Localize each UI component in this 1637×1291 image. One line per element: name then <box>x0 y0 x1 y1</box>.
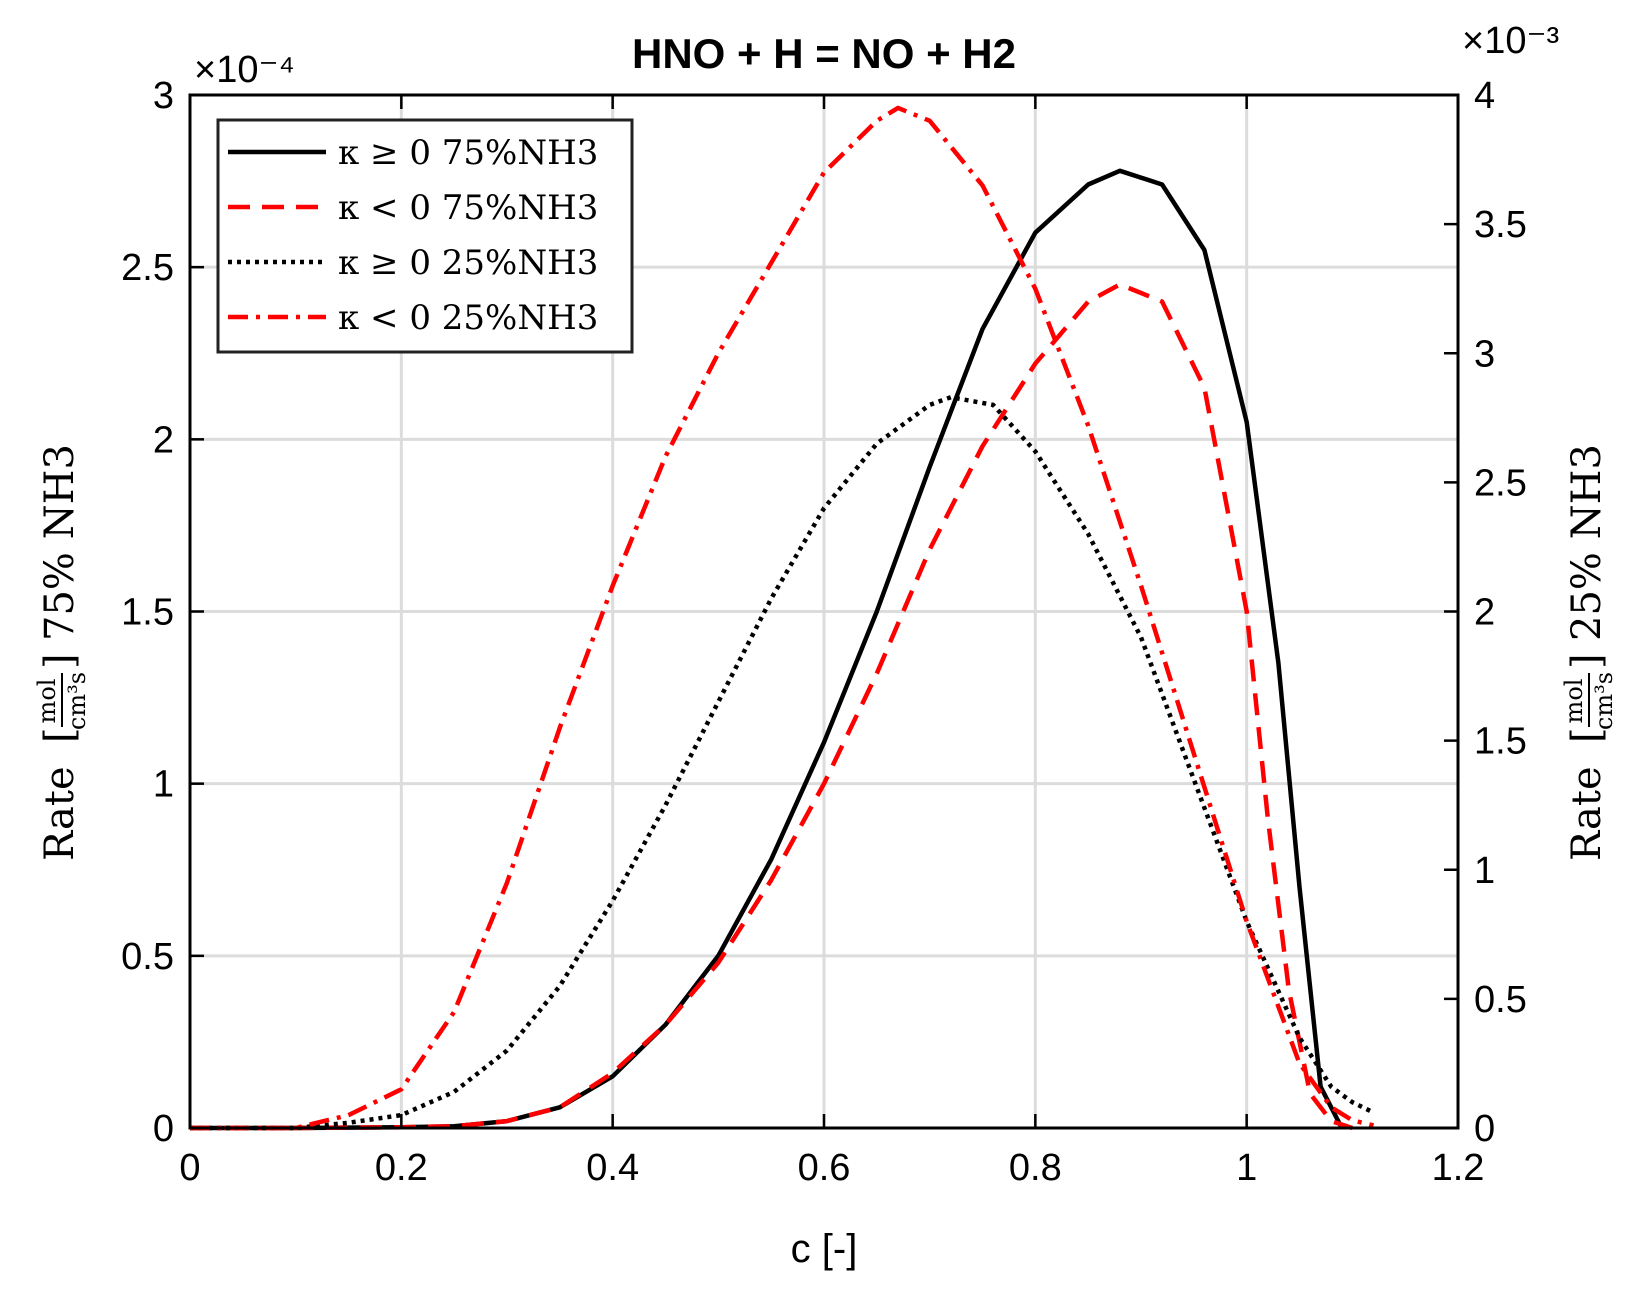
y-right-tick-label-3: 1.5 <box>1474 721 1527 763</box>
series-line-1 <box>190 282 1353 1131</box>
x-tick-label-6: 1.2 <box>1432 1147 1485 1189</box>
y-right-tick-label-6: 3 <box>1474 333 1495 375</box>
y-right-tick-label-0: 0 <box>1474 1108 1495 1150</box>
y-left-label-bracket-close: ] <box>37 653 83 669</box>
y-left-unit-num: mol <box>33 679 61 724</box>
y-right-label-case: 25% NH3 <box>1564 444 1610 641</box>
y-left-tick-label-0: 0 <box>153 1108 174 1150</box>
y-left-tick-label-2: 1 <box>153 764 174 806</box>
x-tick-label-3: 0.6 <box>798 1147 851 1189</box>
x-tick-label-1: 0.2 <box>375 1147 428 1189</box>
ticks: 0 0.2 0.4 0.6 0.8 1 1.200.511.522.5300.511.522… <box>121 75 1527 1189</box>
legend-label-0: κ ≥ 0 75%NH3 <box>338 133 598 173</box>
y-left-label-case: 75% NH3 <box>37 444 83 641</box>
x-tick-label-2: 0.4 <box>586 1147 639 1189</box>
legend: κ ≥ 0 75%NH3 κ < 0 75%NH3 κ ≥ 0 25%NH3 κ < … <box>216 118 634 354</box>
chart-title: HNO + H = NO + H2 <box>632 30 1016 77</box>
y-left-label-bracket-open: [ <box>37 727 83 743</box>
y-right-label-bracket-open: [ <box>1564 727 1610 743</box>
x-tick-label-5: 1 <box>1236 1147 1257 1189</box>
right-axis-exponent: ×10⁻³ <box>1462 20 1559 62</box>
y-axis-left-label: Rate [ mol cm³s ] 75% NH3 <box>33 444 91 861</box>
x-axis-label: c [-] <box>791 1227 858 1271</box>
y-right-tick-label-2: 1 <box>1474 850 1495 892</box>
y-right-label-rate: Rate <box>1564 766 1610 861</box>
y-axis-right-label: Rate [ mol cm³s ] 25% NH3 <box>1560 444 1618 861</box>
y-right-unit-den: cm³s <box>1590 672 1618 730</box>
legend-box <box>216 118 634 354</box>
y-left-label-rate: Rate <box>37 766 83 861</box>
y-right-tick-label-8: 4 <box>1474 75 1495 117</box>
series-layer <box>190 105 1375 1131</box>
y-right-unit-num: mol <box>1560 679 1588 724</box>
y-left-tick-label-1: 0.5 <box>121 936 174 978</box>
y-left-tick-label-5: 2.5 <box>121 247 174 289</box>
y-left-tick-label-3: 1.5 <box>121 592 174 634</box>
y-left-tick-label-6: 3 <box>153 75 174 117</box>
y-right-tick-label-7: 3.5 <box>1474 204 1527 246</box>
legend-label-1: κ < 0 75%NH3 <box>338 188 598 228</box>
y-right-tick-label-5: 2.5 <box>1474 462 1527 504</box>
legend-label-2: κ ≥ 0 25%NH3 <box>338 243 598 283</box>
left-axis-exponent: ×10⁻⁴ <box>194 49 295 91</box>
y-right-tick-label-4: 2 <box>1474 592 1495 634</box>
legend-label-3: κ < 0 25%NH3 <box>338 298 598 338</box>
y-right-label-bracket-close: ] <box>1564 653 1610 669</box>
x-tick-label-4: 0.8 <box>1009 1147 1062 1189</box>
y-right-tick-label-1: 0.5 <box>1474 979 1527 1021</box>
y-left-unit-den: cm³s <box>63 672 91 730</box>
y-left-tick-label-4: 2 <box>153 419 174 461</box>
x-tick-label-0: 0 <box>179 1147 200 1189</box>
